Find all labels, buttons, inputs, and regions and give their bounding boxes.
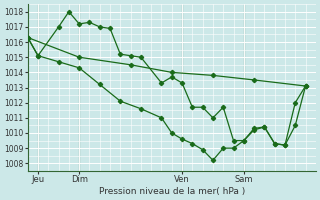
X-axis label: Pression niveau de la mer( hPa ): Pression niveau de la mer( hPa )	[99, 187, 245, 196]
